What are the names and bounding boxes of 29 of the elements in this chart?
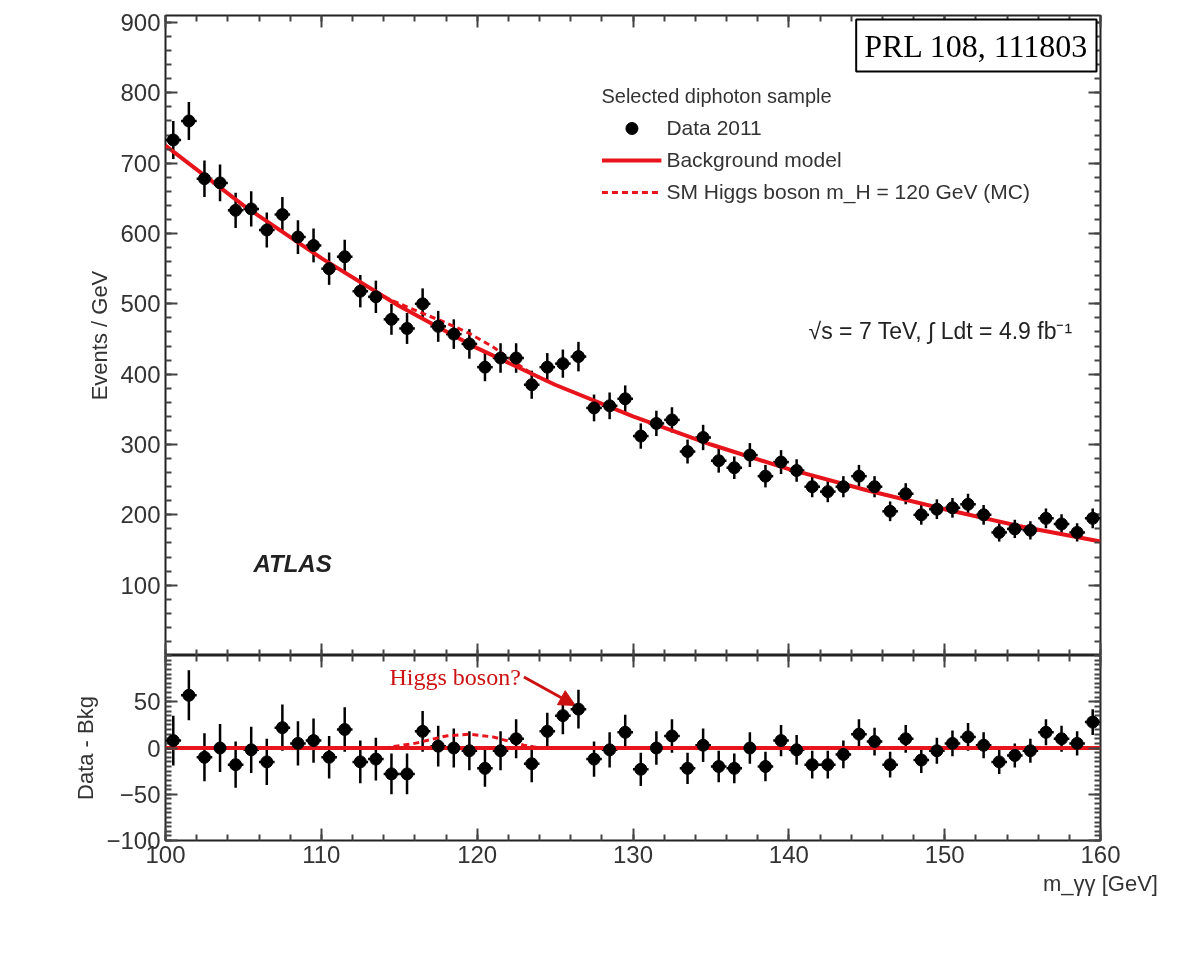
- legend-label: Data 2011: [666, 115, 762, 141]
- y-tick-label: 50: [133, 688, 161, 716]
- y-tick-label: 400: [120, 360, 161, 388]
- x-tick-label: 160: [1080, 840, 1121, 868]
- y-tick-label: 300: [120, 431, 161, 459]
- annotation: Higgs boson?: [389, 663, 521, 690]
- annotation: √s = 7 TeV, ∫ Ldt = 4.9 fb⁻¹: [808, 317, 1073, 344]
- annotation: PRL 108, 111803: [864, 27, 1088, 64]
- annotation: ATLAS: [252, 550, 332, 578]
- y-tick-label: 0: [147, 734, 161, 762]
- x-tick-label: 120: [457, 840, 498, 868]
- x-tick-label: 110: [302, 840, 341, 868]
- x-tick-label: 150: [924, 840, 965, 868]
- legend-label: SM Higgs boson m_H = 120 GeV (MC): [666, 179, 1030, 206]
- y-tick-label: 100: [120, 571, 161, 599]
- y-tick-label: 700: [120, 149, 161, 177]
- legend-label: Background model: [666, 147, 842, 173]
- x-tick-label: 140: [768, 840, 809, 868]
- y-tick-label: 900: [120, 9, 161, 37]
- y-axis-title: Events / GeV: [87, 270, 113, 401]
- legend-title: Selected diphoton sample: [601, 85, 833, 108]
- y-tick-label: 800: [120, 79, 161, 107]
- y-tick-label: 500: [120, 290, 161, 318]
- y-tick-label: −50: [119, 780, 161, 808]
- y-tick-label: 200: [120, 501, 161, 529]
- y-tick-label: 600: [120, 220, 161, 248]
- x-tick-label: 130: [612, 840, 654, 868]
- y-axis-title: Data - Bkg: [73, 696, 99, 800]
- x-axis-title: m_γγ [GeV]: [1043, 870, 1158, 896]
